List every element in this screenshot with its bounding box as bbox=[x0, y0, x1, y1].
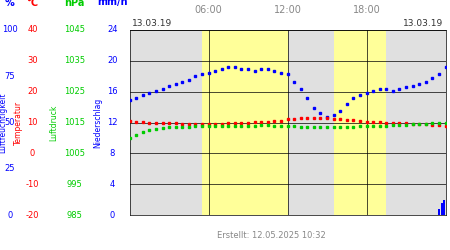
Text: 40: 40 bbox=[27, 26, 38, 35]
Text: %: % bbox=[5, 0, 15, 8]
Bar bbox=[441, 204, 442, 215]
Text: -10: -10 bbox=[26, 180, 39, 189]
Text: -20: -20 bbox=[26, 210, 39, 220]
Text: 25: 25 bbox=[4, 164, 15, 173]
Text: 0: 0 bbox=[7, 210, 13, 220]
Text: 13.03.19: 13.03.19 bbox=[403, 18, 443, 28]
Text: 100: 100 bbox=[2, 26, 18, 35]
Bar bbox=[438, 209, 440, 215]
Text: 50: 50 bbox=[4, 118, 15, 127]
Text: Luftdruck: Luftdruck bbox=[50, 104, 58, 141]
Text: mm/h: mm/h bbox=[97, 0, 128, 8]
Text: 0: 0 bbox=[110, 210, 115, 220]
Text: 16: 16 bbox=[107, 87, 118, 96]
Text: 13.03.19: 13.03.19 bbox=[132, 18, 172, 28]
Text: 1035: 1035 bbox=[64, 56, 85, 65]
Text: 20: 20 bbox=[107, 56, 118, 65]
Text: °C: °C bbox=[27, 0, 38, 8]
Text: 8: 8 bbox=[110, 149, 115, 158]
Text: 20: 20 bbox=[27, 87, 38, 96]
Text: Temperatur: Temperatur bbox=[14, 100, 22, 144]
Text: 10: 10 bbox=[27, 118, 38, 127]
Text: 24: 24 bbox=[107, 26, 118, 35]
Text: 75: 75 bbox=[4, 72, 15, 81]
Text: 12: 12 bbox=[107, 118, 118, 127]
Text: 995: 995 bbox=[67, 180, 82, 189]
Text: hPa: hPa bbox=[64, 0, 85, 8]
Text: 1015: 1015 bbox=[64, 118, 85, 127]
Text: 12:00: 12:00 bbox=[274, 5, 302, 15]
Bar bbox=[333, 30, 386, 215]
Text: Luftfeuchtigkeit: Luftfeuchtigkeit bbox=[0, 92, 8, 153]
Text: Niederschlag: Niederschlag bbox=[94, 97, 103, 148]
Bar bbox=[443, 200, 445, 215]
Text: 0: 0 bbox=[30, 149, 35, 158]
Text: 985: 985 bbox=[66, 210, 82, 220]
Text: 1045: 1045 bbox=[64, 26, 85, 35]
Text: 4: 4 bbox=[110, 180, 115, 189]
Text: 30: 30 bbox=[27, 56, 38, 65]
Text: Erstellt: 12.05.2025 10:32: Erstellt: 12.05.2025 10:32 bbox=[217, 231, 326, 240]
Text: 18:00: 18:00 bbox=[353, 5, 380, 15]
Bar bbox=[202, 30, 288, 215]
Text: 1005: 1005 bbox=[64, 149, 85, 158]
Text: 1025: 1025 bbox=[64, 87, 85, 96]
Text: 06:00: 06:00 bbox=[195, 5, 222, 15]
